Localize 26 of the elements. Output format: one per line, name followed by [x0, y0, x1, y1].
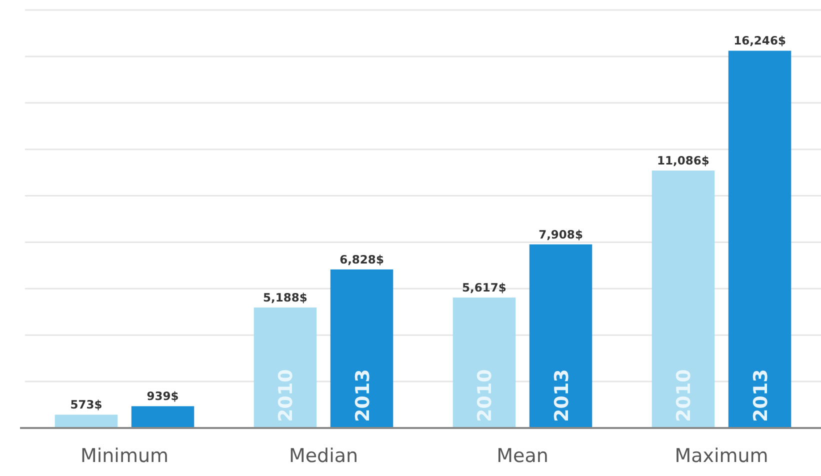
bar [452, 298, 516, 428]
series-label: 2013 [352, 369, 374, 422]
text: 2010 [474, 369, 496, 422]
text: 2010 [673, 369, 696, 422]
text: 2013 [550, 369, 573, 422]
data-label: 939$ [146, 389, 179, 404]
bar [131, 406, 194, 428]
data-label: 16,246$ [734, 34, 786, 48]
bar [652, 170, 715, 428]
bar [254, 308, 317, 428]
text: 2013 [750, 369, 772, 422]
data-label: 6,828$ [340, 252, 384, 266]
x-tick-label: Minimum [80, 445, 169, 467]
bar [54, 414, 118, 428]
x-tick-label: Maximum [674, 445, 768, 467]
bar [529, 244, 592, 428]
data-label: 573$ [70, 398, 102, 412]
x-tick-label: Median [288, 445, 358, 467]
bar [330, 269, 394, 428]
data-label: 5,617$ [462, 280, 506, 295]
x-tick-label: Mean [496, 445, 548, 467]
series-label: 2010 [275, 369, 298, 422]
bar [728, 50, 792, 428]
data-label: 5,188$ [263, 290, 308, 305]
data-label: 7,908$ [538, 227, 583, 242]
data-label: 11,086$ [657, 154, 710, 168]
